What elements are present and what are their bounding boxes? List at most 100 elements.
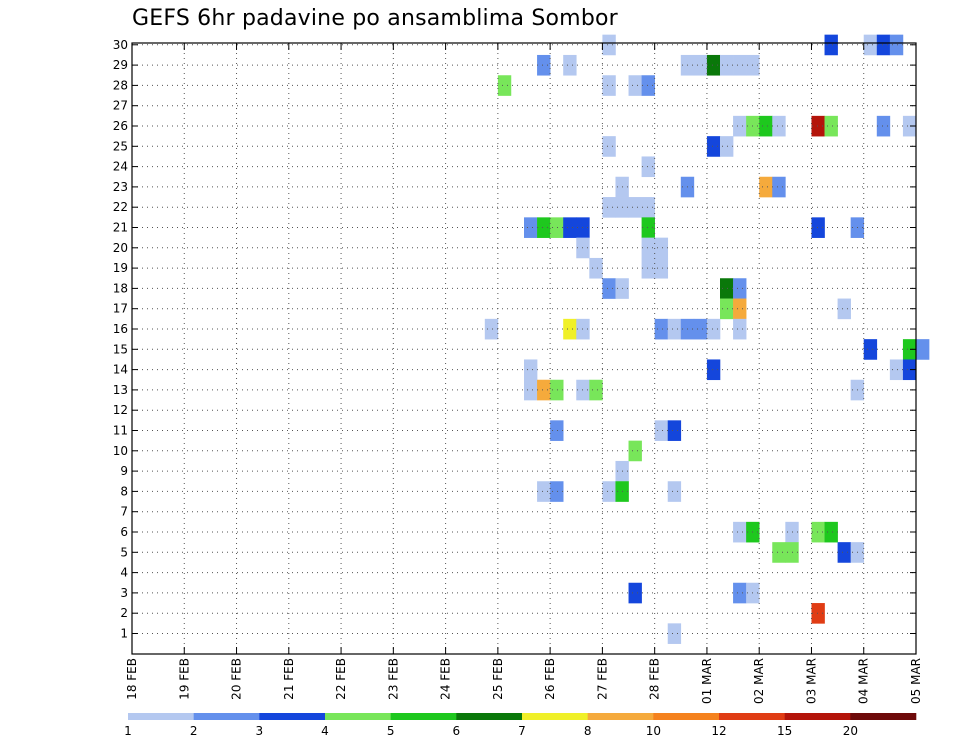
x-tick-label: 24 FEB <box>439 658 453 700</box>
y-tick-label: 18 <box>113 281 128 295</box>
grid-layer <box>132 43 916 654</box>
color-scale-label: 1 <box>124 724 132 738</box>
y-tick-label: 13 <box>113 383 128 397</box>
precip-cell <box>863 34 878 56</box>
x-tick-label: 21 FEB <box>282 658 296 700</box>
x-tick-label: 20 FEB <box>230 658 244 700</box>
precip-cell <box>811 603 825 624</box>
precip-cell <box>537 217 551 238</box>
y-tick-label: 4 <box>120 566 128 580</box>
precip-cell <box>484 318 499 340</box>
y-tick-label: 26 <box>113 119 128 133</box>
precip-cell <box>824 34 838 56</box>
color-scale-label: 12 <box>711 724 726 738</box>
precip-cell <box>733 115 747 137</box>
precip-cell <box>733 278 747 299</box>
y-tick-label: 9 <box>120 464 128 478</box>
color-scale-swatch <box>850 713 917 720</box>
x-tick-label: 05 MAR <box>909 658 923 704</box>
precip-cell <box>824 115 838 137</box>
precip-cell <box>602 136 616 157</box>
precip-cell <box>706 136 721 157</box>
x-tick-label: 23 FEB <box>386 658 400 700</box>
color-scale-swatch <box>522 713 588 720</box>
precip-cell <box>720 298 734 320</box>
y-tick-label: 14 <box>113 363 128 377</box>
precip-cell <box>524 217 538 238</box>
x-tick-label: 22 FEB <box>334 658 348 700</box>
y-tick-label: 23 <box>113 180 128 194</box>
precip-cell <box>733 521 747 543</box>
color-scale-swatch <box>456 713 523 720</box>
color-scale-swatch <box>784 713 851 720</box>
precip-cell <box>889 359 904 381</box>
x-tick-label: 18 FEB <box>125 658 139 700</box>
precip-cell <box>720 54 734 76</box>
y-tick-label: 28 <box>113 78 128 92</box>
precip-cell <box>641 156 655 178</box>
precip-cell <box>902 359 917 381</box>
color-scale-swatch <box>193 713 260 720</box>
precip-cell <box>563 217 577 238</box>
color-scale-label: 3 <box>256 724 264 738</box>
precip-cell <box>628 197 642 218</box>
precip-cell <box>706 54 721 76</box>
color-scale-swatch <box>587 713 654 720</box>
precip-cell <box>602 278 616 299</box>
x-tick-label: 03 MAR <box>804 658 818 704</box>
precip-cell <box>693 318 708 340</box>
y-tick-label: 1 <box>120 627 128 641</box>
x-tick-label: 01 MAR <box>700 658 714 704</box>
precip-cell <box>537 379 551 401</box>
precip-cell <box>537 54 551 76</box>
color-scale-swatch <box>719 713 785 720</box>
precip-cell <box>811 115 825 137</box>
color-scale-swatch <box>259 713 326 720</box>
color-scale-label: 7 <box>518 724 526 738</box>
precip-cell <box>667 318 682 340</box>
precip-cell <box>641 237 655 259</box>
precip-cell <box>628 440 642 462</box>
precip-cell <box>589 257 603 279</box>
y-tick-label: 16 <box>113 322 128 336</box>
precip-cell <box>824 521 838 543</box>
precip-cell <box>733 318 747 340</box>
x-tick-label: 26 FEB <box>543 658 557 700</box>
y-tick-label: 10 <box>113 444 128 458</box>
precip-cell <box>772 115 786 137</box>
y-tick-label: 11 <box>113 424 128 438</box>
y-tick-label: 8 <box>120 484 128 498</box>
color-scale-swatch <box>653 713 720 720</box>
precip-cell <box>550 481 564 502</box>
y-tick-label: 27 <box>113 99 128 113</box>
precip-cell <box>759 176 773 198</box>
precip-cell <box>654 420 669 441</box>
precip-cell <box>602 197 616 218</box>
precip-cell <box>863 339 878 360</box>
x-tick-label: 02 MAR <box>752 658 766 704</box>
y-tick-label: 15 <box>113 342 128 356</box>
precip-cell <box>902 339 917 360</box>
y-tick-label: 6 <box>120 525 128 539</box>
precip-cell <box>563 54 577 76</box>
precip-cell <box>628 75 642 96</box>
precip-cell <box>602 34 616 56</box>
color-scale-label: 15 <box>777 724 792 738</box>
color-scale-swatch <box>325 713 391 720</box>
precip-cell <box>641 217 655 238</box>
precip-cell <box>720 278 734 299</box>
x-tick-label: 28 FEB <box>648 658 662 700</box>
color-scale-label: 8 <box>584 724 592 738</box>
precip-cell <box>720 136 734 157</box>
precip-cell <box>641 75 655 96</box>
precip-cell <box>706 359 721 381</box>
precip-cell <box>497 75 512 96</box>
x-tick-label: 19 FEB <box>177 658 191 700</box>
x-tick-label: 04 MAR <box>857 658 871 704</box>
y-tick-label: 7 <box>120 505 128 519</box>
y-tick-label: 25 <box>113 139 128 153</box>
precip-cell <box>706 318 721 340</box>
precip-cell <box>524 359 538 381</box>
chart-title: GEFS 6hr padavine po ansamblima Sombor <box>132 6 618 31</box>
